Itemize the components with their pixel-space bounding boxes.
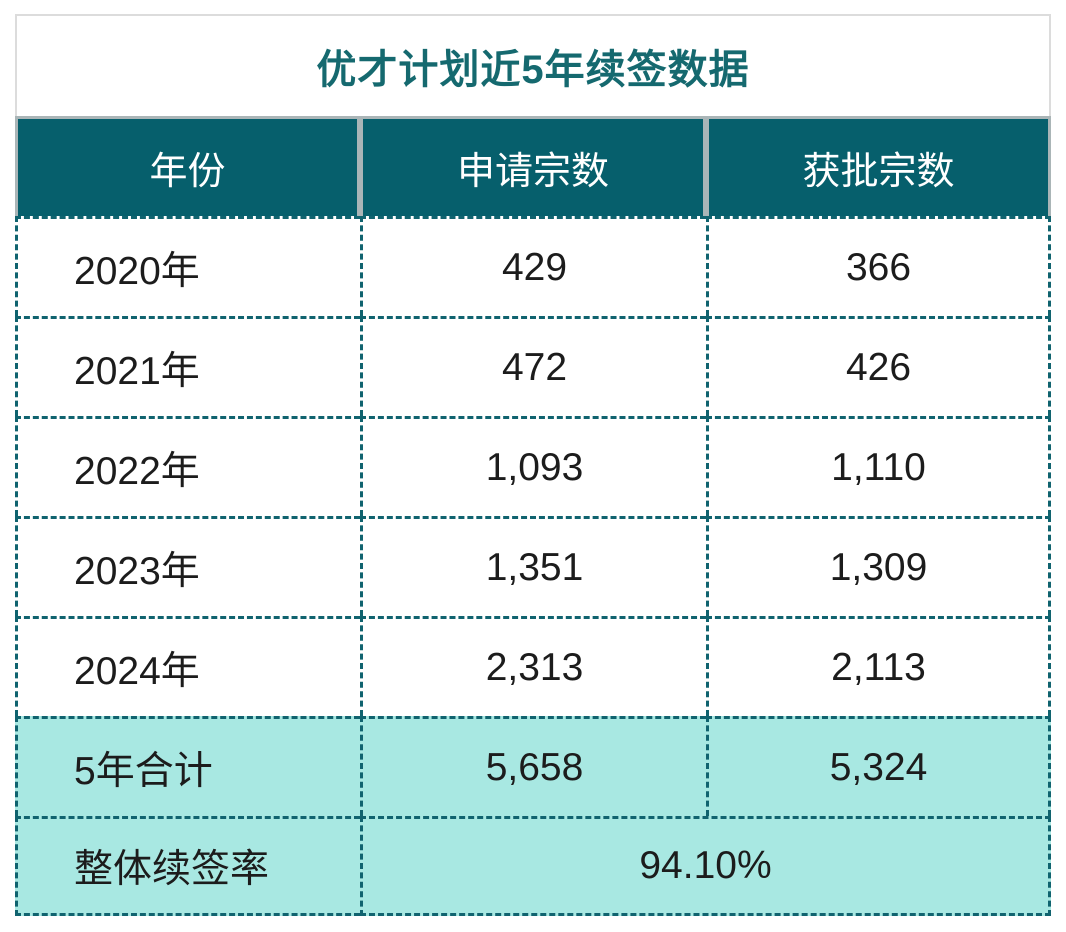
year-cell: 2020年	[15, 216, 360, 316]
applications-cell: 1,093	[360, 416, 706, 516]
header-applications: 申请宗数	[360, 116, 706, 216]
total-row: 5年合计 5,658 5,324	[15, 716, 1051, 816]
applications-cell: 472	[360, 316, 706, 416]
year-cell: 2022年	[15, 416, 360, 516]
table-title: 优才计划近5年续签数据	[15, 14, 1051, 116]
table-row: 2024年 2,313 2,113	[15, 616, 1051, 716]
year-cell: 2023年	[15, 516, 360, 616]
header-approvals: 获批宗数	[706, 116, 1051, 216]
year-cell: 2024年	[15, 616, 360, 716]
applications-cell: 429	[360, 216, 706, 316]
total-approvals-cell: 5,324	[706, 716, 1051, 816]
table-row: 2022年 1,093 1,110	[15, 416, 1051, 516]
rate-label-cell: 整体续签率	[15, 816, 360, 916]
approvals-cell: 366	[706, 216, 1051, 316]
total-label-cell: 5年合计	[15, 716, 360, 816]
renewal-data-table: 年份 申请宗数 获批宗数 2020年 429 366 2021年 472 426…	[15, 116, 1051, 916]
renewal-rate-row: 整体续签率 94.10%	[15, 816, 1051, 916]
approvals-cell: 2,113	[706, 616, 1051, 716]
rate-value-cell: 94.10%	[360, 816, 1051, 916]
header-year: 年份	[15, 116, 360, 216]
approvals-cell: 426	[706, 316, 1051, 416]
applications-cell: 2,313	[360, 616, 706, 716]
table-row: 2020年 429 366	[15, 216, 1051, 316]
table-header: 年份 申请宗数 获批宗数	[15, 116, 1051, 216]
year-cell: 2021年	[15, 316, 360, 416]
table-row: 2021年 472 426	[15, 316, 1051, 416]
table-row: 2023年 1,351 1,309	[15, 516, 1051, 616]
approvals-cell: 1,309	[706, 516, 1051, 616]
header-row: 年份 申请宗数 获批宗数	[15, 116, 1051, 216]
total-applications-cell: 5,658	[360, 716, 706, 816]
approvals-cell: 1,110	[706, 416, 1051, 516]
renewal-data-card: 优才计划近5年续签数据 年份 申请宗数 获批宗数 2020年 429 366	[15, 14, 1051, 916]
applications-cell: 1,351	[360, 516, 706, 616]
